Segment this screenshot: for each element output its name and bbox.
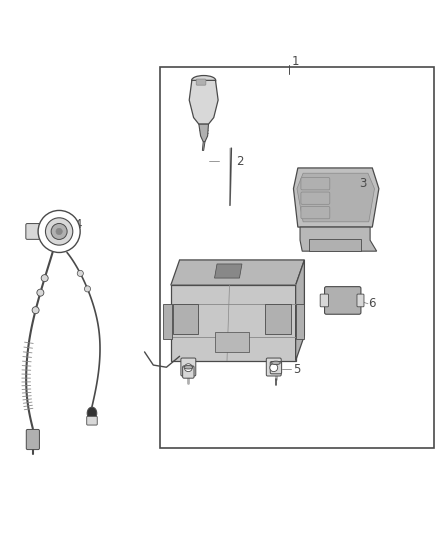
Ellipse shape xyxy=(184,366,193,369)
Circle shape xyxy=(41,274,48,281)
Polygon shape xyxy=(189,80,218,124)
Polygon shape xyxy=(215,264,242,278)
FancyBboxPatch shape xyxy=(173,304,198,334)
Polygon shape xyxy=(202,142,205,150)
FancyBboxPatch shape xyxy=(87,416,97,425)
Polygon shape xyxy=(293,168,379,227)
Text: 3: 3 xyxy=(359,177,367,190)
FancyBboxPatch shape xyxy=(320,294,328,307)
FancyBboxPatch shape xyxy=(270,361,282,374)
Circle shape xyxy=(184,364,192,372)
FancyBboxPatch shape xyxy=(265,304,291,334)
Polygon shape xyxy=(199,124,208,142)
FancyBboxPatch shape xyxy=(163,304,172,339)
FancyBboxPatch shape xyxy=(357,294,364,307)
FancyBboxPatch shape xyxy=(325,287,361,314)
Bar xyxy=(160,67,434,448)
Ellipse shape xyxy=(272,361,280,365)
FancyBboxPatch shape xyxy=(296,304,304,339)
Text: 4: 4 xyxy=(74,219,82,231)
Circle shape xyxy=(51,223,67,239)
Circle shape xyxy=(270,364,278,372)
FancyBboxPatch shape xyxy=(301,177,330,190)
Text: 2: 2 xyxy=(237,155,244,168)
Polygon shape xyxy=(171,260,304,285)
Polygon shape xyxy=(296,260,304,361)
Ellipse shape xyxy=(192,76,215,85)
Circle shape xyxy=(56,228,62,235)
FancyBboxPatch shape xyxy=(266,358,281,376)
Ellipse shape xyxy=(87,407,97,419)
Circle shape xyxy=(85,286,91,292)
Text: 1: 1 xyxy=(291,55,299,68)
FancyBboxPatch shape xyxy=(215,332,250,352)
Circle shape xyxy=(77,270,83,277)
FancyBboxPatch shape xyxy=(26,430,39,449)
Polygon shape xyxy=(297,173,374,222)
FancyBboxPatch shape xyxy=(196,79,206,85)
Text: 5: 5 xyxy=(293,363,301,376)
Circle shape xyxy=(37,289,44,296)
Polygon shape xyxy=(300,227,377,251)
Text: 6: 6 xyxy=(368,297,375,310)
Circle shape xyxy=(38,211,80,253)
FancyBboxPatch shape xyxy=(26,223,41,239)
FancyBboxPatch shape xyxy=(183,366,194,378)
Circle shape xyxy=(32,306,39,314)
FancyBboxPatch shape xyxy=(301,206,330,219)
FancyBboxPatch shape xyxy=(181,358,196,376)
Polygon shape xyxy=(171,285,296,361)
Circle shape xyxy=(46,218,73,245)
FancyBboxPatch shape xyxy=(301,192,330,204)
FancyBboxPatch shape xyxy=(309,239,361,251)
